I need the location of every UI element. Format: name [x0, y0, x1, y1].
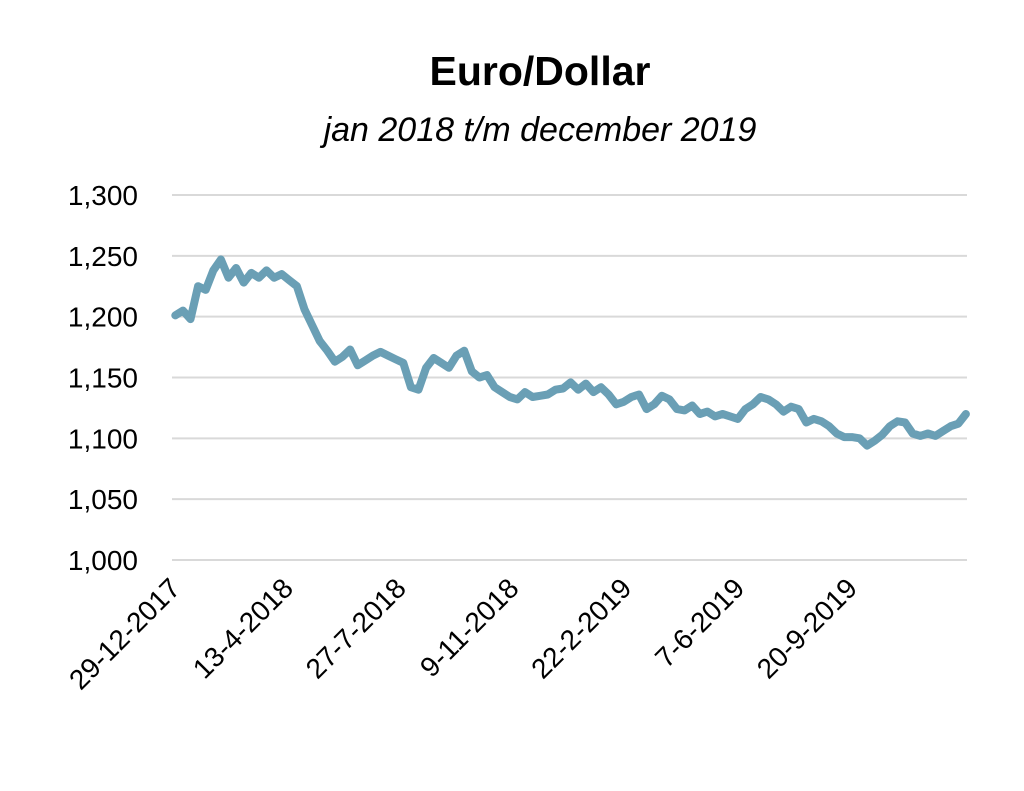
- y-axis-ticks: 1,000 1,050 1,100 1,150 1,200 1,250 1,300: [68, 180, 138, 576]
- y-tick-label: 1,150: [68, 363, 138, 394]
- x-axis-ticks: 29-12-2017 13-4-2018 27-7-2018 9-11-2018 22-…: [63, 572, 863, 695]
- y-tick-label: 1,050: [68, 484, 138, 515]
- x-tick-label: 7-6-2019: [649, 572, 750, 673]
- x-tick-label: 13-4-2018: [187, 572, 299, 684]
- x-tick-label: 9-11-2018: [414, 572, 525, 683]
- y-tick-label: 1,250: [68, 241, 138, 272]
- x-tick-label: 22-2-2019: [525, 572, 637, 684]
- chart-subtitle: jan 2018 t/m december 2019: [323, 111, 757, 149]
- y-tick-label: 1,100: [68, 423, 138, 454]
- x-tick-label: 20-9-2019: [751, 572, 863, 684]
- y-tick-label: 1,200: [68, 302, 138, 333]
- series-line: [171, 255, 970, 450]
- chart-title: Euro/Dollar: [429, 48, 651, 94]
- gridlines: [172, 194, 967, 561]
- x-tick-label: 27-7-2018: [300, 572, 412, 684]
- series-group: [171, 255, 970, 450]
- y-tick-label: 1,300: [68, 180, 138, 211]
- x-tick-label: 29-12-2017: [63, 572, 186, 695]
- y-tick-label: 1,000: [68, 545, 138, 576]
